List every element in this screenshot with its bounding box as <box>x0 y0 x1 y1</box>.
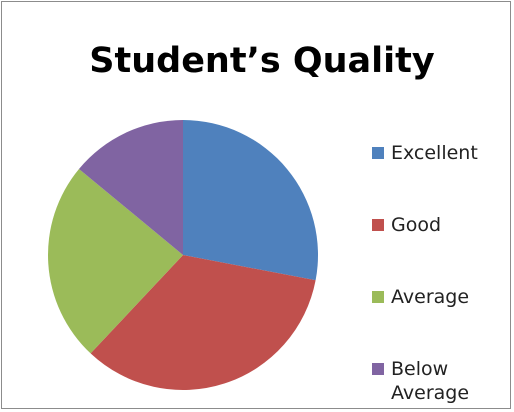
legend-item: Good <box>372 213 501 237</box>
legend-label: Good <box>391 214 442 236</box>
legend-item: Below Average <box>372 357 501 405</box>
pie-slice <box>47 168 183 354</box>
legend-swatch <box>372 219 384 231</box>
chart-title: Student’s Quality <box>89 41 435 81</box>
pie-slice <box>183 120 318 281</box>
pie-slice <box>90 255 316 390</box>
legend-swatch <box>372 147 384 159</box>
legend-label: Below Average <box>391 358 470 404</box>
legend-swatch <box>372 363 384 375</box>
legend-label: Average <box>391 286 470 308</box>
legend-label: Excellent <box>391 142 478 164</box>
legend-item: Excellent <box>372 141 501 165</box>
legend-swatch <box>372 291 384 303</box>
legend-item: Average <box>372 285 501 309</box>
pie-slice <box>78 119 183 255</box>
